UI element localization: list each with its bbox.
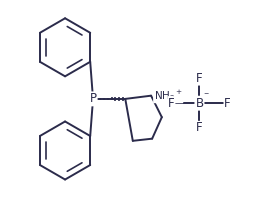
Text: F: F xyxy=(224,97,231,110)
Text: B: B xyxy=(195,97,204,110)
Text: NH$_2$$^+$: NH$_2$$^+$ xyxy=(154,88,183,103)
Text: F: F xyxy=(168,97,175,110)
Text: P: P xyxy=(89,92,97,105)
Text: $^{-}$: $^{-}$ xyxy=(203,89,210,98)
Text: F: F xyxy=(196,72,203,85)
Text: F: F xyxy=(196,121,203,134)
